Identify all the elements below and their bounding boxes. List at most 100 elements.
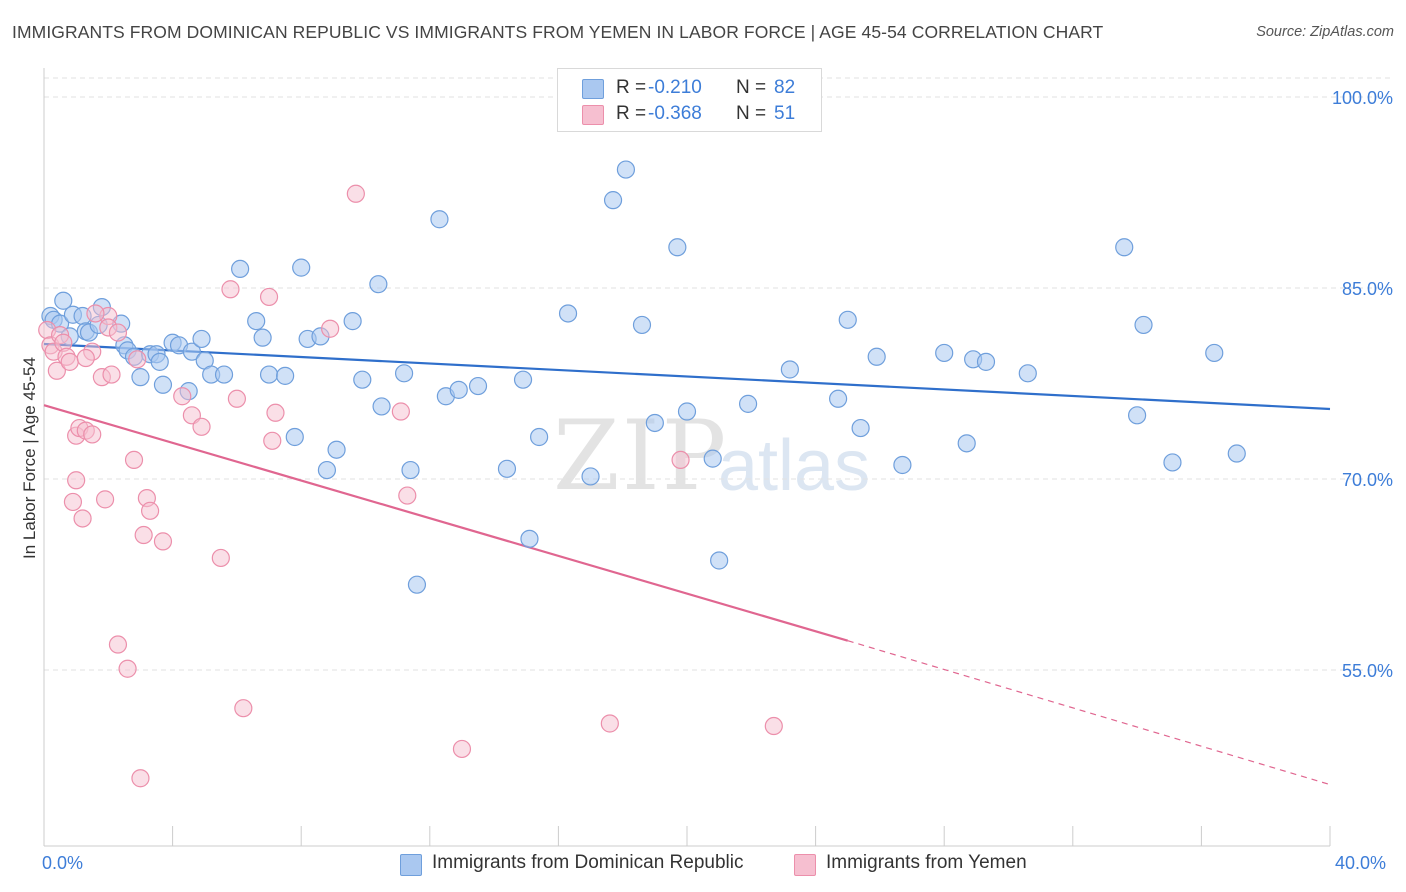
dominican-point [247, 312, 266, 331]
dominican-point [259, 365, 279, 384]
yemen-point [263, 431, 282, 450]
watermark-atlas: atlas [718, 426, 871, 506]
yemen-point [321, 319, 340, 338]
dominican-point [1127, 406, 1147, 425]
dominican-point [372, 397, 391, 416]
yemen-point [131, 769, 150, 788]
dominican-point [153, 375, 173, 394]
y-tick-label: 100.0% [1332, 88, 1393, 108]
dominican-point [1018, 364, 1037, 383]
dominican-point [645, 413, 664, 433]
yemen-point [398, 486, 417, 505]
y-axis-title: In Labor Force | Age 45-54 [20, 357, 39, 559]
yemen-point [153, 532, 173, 551]
dominican-point [616, 160, 636, 179]
y-tick-label: 55.0% [1342, 661, 1393, 681]
dominican-point [468, 376, 488, 396]
legend-n-value: 51 [774, 103, 796, 124]
dominican-point [668, 238, 687, 257]
yemen-point [102, 365, 121, 384]
dominican-point [1163, 453, 1182, 472]
yemen-point [118, 659, 137, 678]
yemen-point [86, 304, 105, 323]
yemen-point [95, 490, 115, 509]
dominican-point [867, 347, 886, 366]
bottom-legend-label: Immigrants from Yemen [826, 852, 1027, 873]
axes [43, 68, 1331, 847]
y-tick-label: 70.0% [1342, 470, 1393, 490]
legend-swatch-blue [582, 79, 604, 99]
x-tick-max: 40.0% [1335, 853, 1387, 873]
dominican-point [1205, 343, 1224, 363]
yemen-point [227, 389, 246, 408]
legend-n-value: 82 [774, 77, 796, 98]
x-tick-min: 0.0% [42, 853, 84, 873]
legend-n-label: N = [736, 103, 767, 124]
trend-lines [43, 342, 1331, 786]
yemen-point [764, 716, 783, 736]
dominican-point [520, 529, 539, 548]
dominican-point [285, 427, 304, 447]
yemen-point [83, 425, 102, 444]
watermark-zip: ZIP [553, 400, 729, 512]
yemen-point [108, 323, 128, 342]
dominican-point [935, 343, 954, 363]
dominican-point [976, 352, 996, 371]
correlation-legend: R = -0.210 N = 82 R = -0.368 N = 51 [557, 68, 822, 132]
dominican-point [327, 440, 346, 459]
dominican-point [603, 191, 623, 210]
yemen-point [140, 501, 160, 520]
dominican-point [558, 304, 578, 323]
dominican-point [893, 455, 912, 475]
y-tick-labels: 100.0% 85.0% 70.0% 55.0% [1332, 88, 1393, 681]
dominican-point [1134, 315, 1153, 335]
yemen-point [211, 548, 230, 568]
dominican-point [581, 467, 600, 486]
grid-lines [44, 77, 1394, 671]
dominican-point [353, 370, 372, 389]
dominican-point [632, 315, 652, 335]
legend-swatch-pink [582, 105, 604, 125]
legend-r-value: -0.210 [648, 77, 702, 98]
dominican-point [957, 434, 976, 453]
dominican-point [317, 460, 337, 480]
dominican-point [838, 310, 857, 329]
dominican-point [407, 575, 427, 594]
dominican-point [1115, 238, 1134, 257]
dominican-point [851, 418, 870, 438]
yemen-point [600, 714, 619, 733]
dominican-point [497, 459, 517, 478]
dominican-point [513, 370, 533, 389]
yemen-point [76, 348, 95, 368]
legend-r-value: -0.368 [648, 103, 702, 124]
yemen-point [221, 280, 240, 299]
yemen-point [452, 739, 472, 759]
dominican-point [1227, 444, 1246, 463]
yemen-point [124, 450, 144, 469]
dominican-point [780, 360, 799, 379]
dominican-point [449, 380, 468, 399]
yemen-point [63, 492, 83, 512]
legend-r-label: R = [616, 77, 647, 98]
legend-r-label: R = [616, 103, 647, 124]
dominican-point [703, 449, 722, 468]
dominican-point [192, 329, 211, 349]
dominican-point [253, 328, 272, 347]
yemen-point [173, 387, 192, 406]
dominican-trend-line [43, 342, 1331, 411]
dominican-point [231, 259, 250, 278]
dominican-point [829, 389, 848, 408]
yemen-point [391, 402, 410, 421]
yemen-point [671, 450, 690, 469]
dominican-point [738, 394, 758, 413]
dominican-point [430, 210, 449, 229]
bottom-legend-swatch-pink [794, 854, 816, 876]
yemen-point [266, 403, 285, 422]
dominican-point [530, 427, 549, 447]
dominican-point [131, 368, 150, 387]
dominican-point [394, 364, 414, 383]
yemen-point [234, 699, 253, 718]
yemen-point [60, 352, 79, 371]
bottom-legend-label: Immigrants from Dominican Republic [432, 852, 744, 873]
